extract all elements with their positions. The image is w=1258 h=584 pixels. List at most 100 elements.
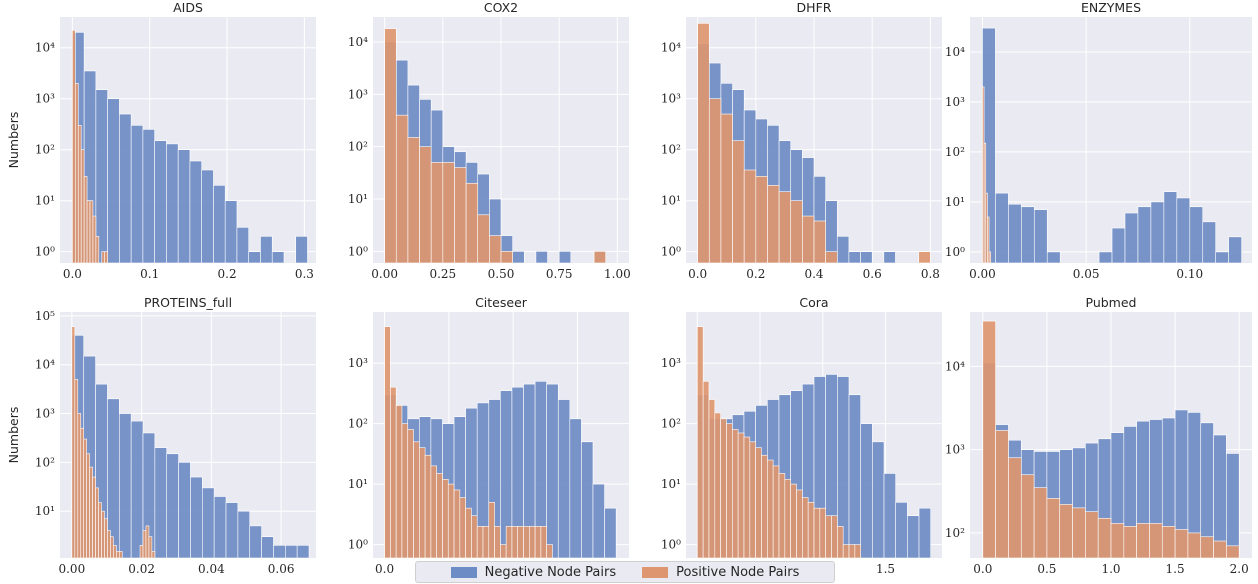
y-tick-label: 10⁰ [348, 244, 368, 258]
bar-positive [726, 423, 733, 558]
legend-swatch-negative [450, 566, 477, 578]
y-tick-label: 10² [348, 140, 368, 154]
bar-positive [755, 176, 768, 263]
x-tick-label: 0.25 [429, 267, 456, 281]
bar-positive [500, 251, 513, 263]
y-tick-label: 10⁴ [945, 45, 965, 59]
bar-positive [523, 526, 530, 558]
bar-negative [271, 251, 285, 263]
x-tick-label: 0.0 [688, 267, 707, 281]
bar-positive [86, 200, 91, 263]
bar-positive [145, 525, 150, 558]
bars-cora [696, 326, 932, 558]
bar-positive [778, 473, 786, 558]
bars-aids [72, 29, 308, 263]
subplot-title: Citeseer [475, 295, 528, 310]
bar-positive [1187, 532, 1202, 558]
bar-negative [895, 502, 908, 558]
bar-positive [95, 487, 99, 558]
bar-negative [107, 98, 120, 263]
y-tick-label: 10³ [661, 356, 681, 370]
bar-positive [995, 430, 1009, 558]
legend-item-positive: Positive Node Pairs [642, 565, 799, 580]
bar-positive [74, 379, 79, 558]
subplot-title: ENZYMES [1081, 0, 1141, 15]
bar-positive [1059, 504, 1073, 558]
bar-positive [1174, 529, 1189, 558]
bar-positive [825, 251, 838, 263]
bar-negative [142, 129, 155, 263]
bar-positive [813, 507, 821, 558]
x-tick-label: 0.06 [268, 562, 295, 576]
bar-positive [784, 479, 791, 558]
bar-negative [1137, 206, 1152, 263]
bar-negative [581, 441, 594, 558]
bar-positive [110, 536, 114, 558]
bar-positive [529, 526, 536, 558]
y-tick-label: 10⁴ [35, 41, 55, 55]
bar-negative [1008, 203, 1022, 263]
bar-positive [761, 454, 768, 558]
bar-positive [104, 518, 108, 558]
bar-positive [489, 235, 502, 263]
bar-positive [419, 447, 426, 558]
y-tick-label: 10³ [348, 87, 368, 101]
x-tick-label: 0.2 [218, 267, 237, 281]
bar-positive [732, 140, 745, 263]
bar-positive [708, 98, 722, 263]
subplot-enzymes: ENZYMES 0.00 0.05 0.10 10⁰ 10¹ 10² 10³ 10⁴ [945, 0, 1252, 281]
bar-positive [732, 429, 739, 558]
x-tick-label: 0.00 [58, 562, 85, 576]
bar-positive [151, 551, 156, 558]
x-tick-label: 1.5 [1166, 562, 1185, 576]
bar-negative [225, 502, 239, 558]
y-tick-label: 10⁴ [348, 35, 368, 49]
bar-positive [854, 544, 861, 558]
legend-label-positive: Positive Node Pairs [676, 564, 800, 580]
x-tick-label: 1.0 [1101, 562, 1120, 576]
bar-positive [720, 113, 733, 263]
x-tick-label: 0.4 [804, 267, 823, 281]
bar-negative [546, 383, 559, 558]
bar-positive [476, 526, 484, 558]
y-tick-label: 10⁰ [945, 245, 965, 259]
bar-positive [918, 251, 931, 263]
bar-positive [104, 251, 108, 263]
x-tick-label: 0.10 [1176, 267, 1203, 281]
x-tick-label: 0.00 [371, 267, 398, 281]
bar-positive [837, 526, 844, 558]
y-tick-label: 10¹ [945, 195, 965, 209]
bar-positive [101, 251, 106, 263]
bar-negative [130, 420, 144, 558]
bars-pubmed [982, 320, 1240, 558]
subplot-aids: AIDS 0.0 0.1 0.2 0.3 10⁰ 10¹ 10² 10³ 10⁴ Numbers [6, 0, 316, 281]
subplot-proteins-full: PROTEINS_full 0.00 0.02 0.04 0.06 10¹ 10² 10³ 10… [6, 295, 316, 576]
bar-negative [1213, 434, 1227, 558]
bar-positive [494, 526, 501, 558]
bar-negative [883, 251, 896, 263]
y-tick-label: 10⁰ [661, 538, 681, 552]
bar-positive [697, 23, 710, 263]
bar-positive [505, 526, 513, 558]
bar-positive [790, 483, 797, 558]
bar-positive [1110, 523, 1125, 558]
bar-positive [430, 162, 444, 263]
bar-negative [1111, 227, 1126, 263]
x-tick-label: 0.75 [546, 267, 573, 281]
bar-negative [1189, 206, 1204, 263]
bar-positive [95, 236, 100, 263]
x-tick-label: 0.8 [921, 267, 940, 281]
y-tick-label: 10⁰ [661, 245, 681, 259]
y-tick-label: 10³ [35, 407, 55, 421]
bar-positive [1072, 507, 1086, 558]
bar-positive [1046, 498, 1061, 558]
bar-negative [883, 473, 896, 558]
x-tick-label: 0.2 [746, 267, 765, 281]
bar-positive [1149, 523, 1163, 558]
y-tick-label: 10⁵ [35, 309, 55, 323]
bar-negative [918, 507, 932, 558]
bar-negative [213, 185, 226, 263]
bar-positive [80, 427, 85, 558]
